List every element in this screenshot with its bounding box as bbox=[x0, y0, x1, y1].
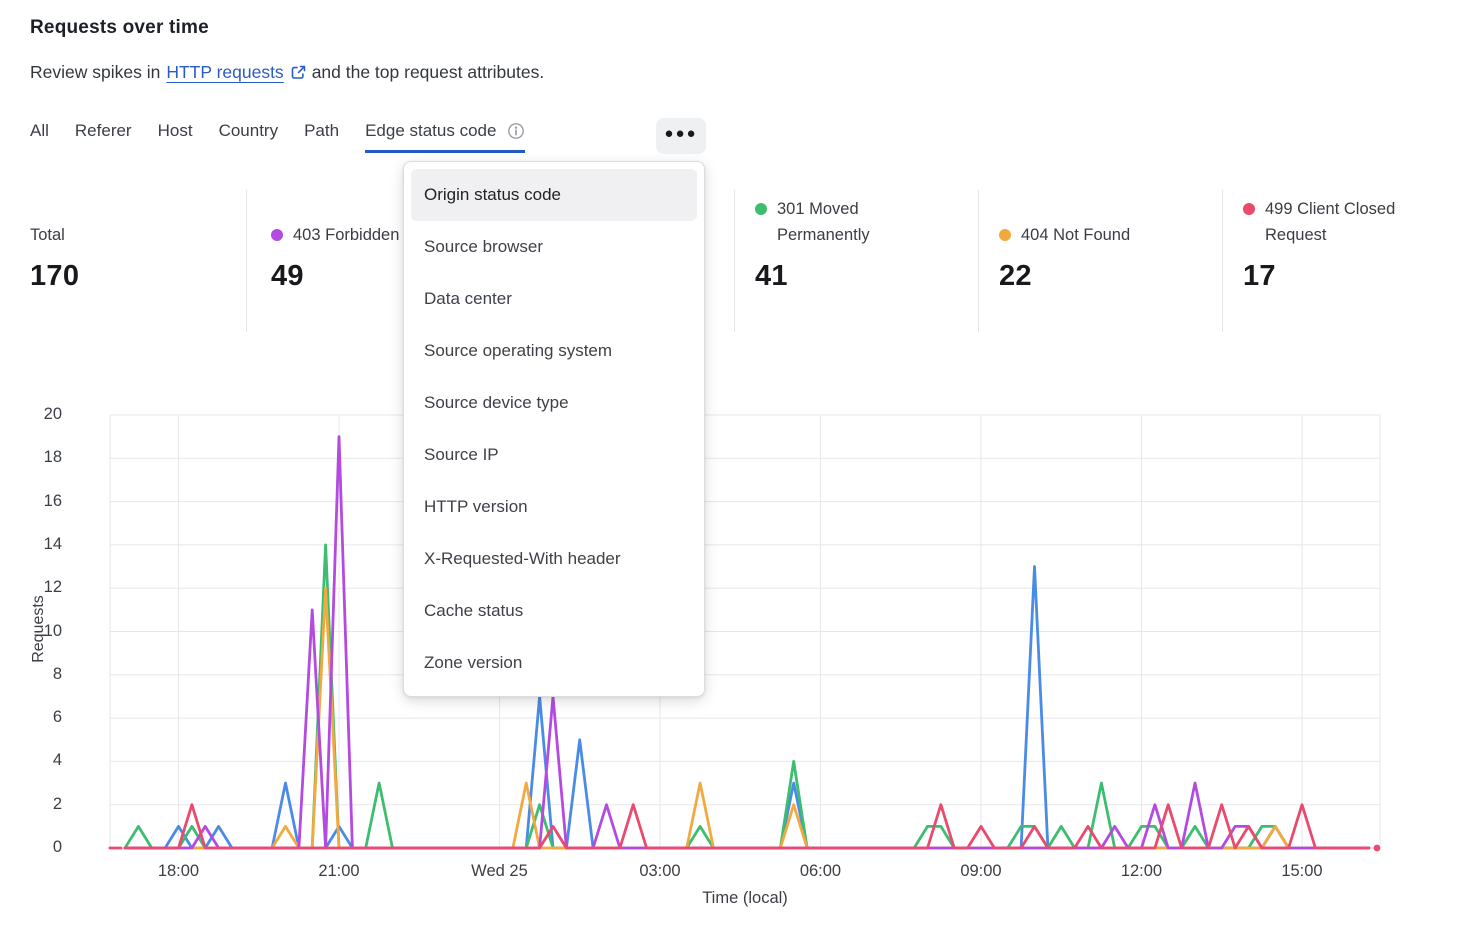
tab-label: Referer bbox=[74, 121, 132, 140]
menu-item-data-center[interactable]: Data center bbox=[424, 289, 512, 308]
y-tick-label: 6 bbox=[52, 708, 62, 727]
stat-label: 499 Client Closed Request bbox=[1265, 200, 1396, 244]
info-icon[interactable] bbox=[507, 122, 525, 140]
tab-all[interactable]: All bbox=[30, 121, 49, 153]
subtitle-suffix: and the top request attributes. bbox=[311, 62, 545, 82]
stat-divider bbox=[246, 190, 247, 332]
tab-label: Host bbox=[157, 121, 193, 140]
menu-item-cache-status[interactable]: Cache status bbox=[424, 601, 524, 620]
stat-card-499-client-closed-request: 499 Client Closed Request 17 bbox=[1243, 190, 1433, 293]
stat-card-total: Total 170 bbox=[30, 190, 79, 293]
http-requests-link[interactable]: HTTP requests bbox=[166, 62, 305, 83]
attribute-dropdown-menu: Origin status code Source browser Data cen… bbox=[403, 161, 705, 697]
tab-referer[interactable]: Referer bbox=[75, 121, 132, 153]
stat-divider bbox=[1222, 190, 1223, 332]
stat-label: 301 Moved Permanently bbox=[777, 200, 870, 244]
tab-label: Edge status code bbox=[365, 121, 497, 140]
ellipsis-icon: ●●● bbox=[664, 124, 698, 142]
series-color-dot bbox=[1243, 203, 1255, 215]
x-tick-label: 09:00 bbox=[960, 862, 1002, 880]
page-title: Requests over time bbox=[30, 17, 209, 38]
x-tick-label: 15:00 bbox=[1281, 862, 1323, 880]
menu-item-origin-status-code[interactable]: Origin status code bbox=[411, 169, 697, 221]
tab-label: All bbox=[30, 121, 49, 140]
more-options-button[interactable]: ●●● bbox=[656, 118, 706, 154]
y-tick-label: 4 bbox=[52, 751, 62, 770]
tab-bar: All Referer Host Country Path Edge status cod… bbox=[30, 121, 526, 153]
y-tick-label: 12 bbox=[43, 578, 62, 597]
series-color-dot bbox=[755, 203, 767, 215]
menu-item-x-requested-with-header[interactable]: X-Requested-With header bbox=[424, 549, 621, 568]
menu-item-zone-version[interactable]: Zone version bbox=[424, 653, 523, 672]
series-line-499 bbox=[123, 803, 1371, 850]
tab-country[interactable]: Country bbox=[219, 121, 279, 153]
menu-item-source-device-type[interactable]: Source device type bbox=[424, 393, 569, 412]
series-color-dot bbox=[271, 229, 283, 241]
stat-label: Total bbox=[30, 226, 65, 244]
stat-value: 41 bbox=[755, 260, 788, 292]
y-tick-label: 14 bbox=[43, 534, 62, 553]
series-end-dot bbox=[1373, 844, 1381, 852]
tab-path[interactable]: Path bbox=[304, 121, 339, 153]
y-tick-label: 2 bbox=[52, 794, 62, 813]
stat-value: 17 bbox=[1243, 260, 1276, 292]
stat-divider bbox=[734, 190, 735, 332]
stat-card-403-forbidden: 403 Forbidden 49 bbox=[271, 190, 399, 293]
y-tick-label: 16 bbox=[43, 491, 62, 510]
stat-divider bbox=[978, 190, 979, 332]
menu-item-http-version[interactable]: HTTP version bbox=[424, 497, 528, 516]
series-color-dot bbox=[999, 229, 1011, 241]
stat-label: 404 Not Found bbox=[1021, 226, 1131, 244]
menu-item-source-operating-system[interactable]: Source operating system bbox=[424, 341, 613, 360]
menu-item-source-browser[interactable]: Source browser bbox=[424, 237, 544, 256]
stat-value: 49 bbox=[271, 260, 304, 292]
tab-edge-status-code[interactable]: Edge status code bbox=[365, 121, 526, 153]
external-link-icon bbox=[291, 65, 305, 79]
x-axis-title: Time (local) bbox=[702, 889, 788, 907]
stat-card-404-not-found: 404 Not Found 22 bbox=[999, 190, 1130, 293]
x-tick-label: 12:00 bbox=[1120, 862, 1163, 880]
tab-host[interactable]: Host bbox=[158, 121, 193, 153]
x-tick-label: 03:00 bbox=[639, 862, 681, 880]
series-line-301 bbox=[123, 543, 1371, 850]
subtitle: Review spikes in HTTP requests and the t… bbox=[30, 62, 544, 83]
y-tick-label: 8 bbox=[52, 664, 62, 683]
y-axis-title: Requests bbox=[30, 595, 47, 663]
y-tick-label: 0 bbox=[52, 838, 62, 856]
x-tick-label: 21:00 bbox=[318, 862, 360, 880]
stat-value: 170 bbox=[30, 260, 80, 292]
tab-label: Country bbox=[218, 121, 279, 140]
x-tick-label: Wed 25 bbox=[471, 862, 528, 880]
y-tick-label: 20 bbox=[43, 405, 62, 423]
tab-label: Path bbox=[304, 121, 340, 140]
x-tick-label: 06:00 bbox=[799, 862, 842, 880]
requests-line-chart bbox=[108, 414, 1381, 852]
series-line-403 bbox=[123, 435, 1371, 850]
subtitle-prefix: Review spikes in bbox=[30, 62, 161, 82]
stat-value: 22 bbox=[999, 260, 1032, 292]
menu-item-source-ip[interactable]: Source IP bbox=[424, 445, 499, 464]
stat-label: 403 Forbidden bbox=[293, 226, 400, 244]
stat-card-301-moved-permanently: 301 Moved Permanently 41 bbox=[755, 190, 945, 293]
y-tick-label: 18 bbox=[43, 448, 62, 467]
y-tick-label: 10 bbox=[43, 621, 62, 640]
x-tick-label: 18:00 bbox=[157, 862, 200, 880]
